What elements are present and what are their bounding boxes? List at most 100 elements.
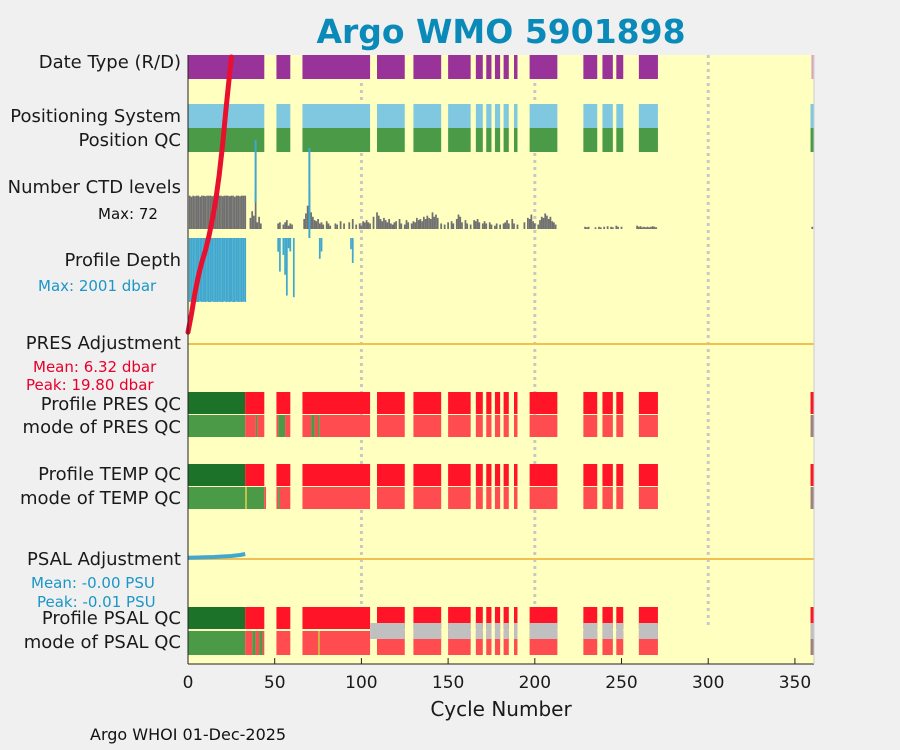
- temp-mode-qc-bar: [448, 487, 471, 509]
- ctd-levels-bar: [202, 195, 205, 229]
- ctd-levels-bar: [400, 223, 403, 229]
- ctd-levels-bar: [405, 220, 408, 229]
- label-profile-psal-qc: Profile PSAL QC: [41, 608, 181, 629]
- ctd-levels-bar: [407, 222, 410, 229]
- psal-mode-qc-bar: [810, 631, 814, 655]
- positioning-system-bar: [494, 104, 501, 128]
- date-type-bar: [475, 55, 483, 79]
- profile-depth-bar: [233, 238, 236, 302]
- pres-profile-qc-bar: [413, 392, 442, 414]
- x-tick-label: 0: [182, 673, 194, 693]
- position-qc-bar: [475, 128, 483, 152]
- pres-mode-qc-bar: [245, 415, 256, 437]
- psal-profile-qc-bar: [302, 607, 371, 629]
- psal-peak-label: Peak: -0.01 PSU: [37, 593, 156, 611]
- ctd-levels-bar: [650, 226, 652, 229]
- ctd-levels-bar: [447, 222, 449, 229]
- pres-mode-qc-bar: [302, 415, 312, 437]
- ctd-levels-bar: [539, 220, 541, 229]
- pres-mode-qc-bar: [514, 415, 518, 437]
- temp-profile-qc-bar: [302, 464, 371, 486]
- date-type-bar: [616, 55, 624, 79]
- chart-title: Argo WMO 5901898: [316, 12, 686, 51]
- ctd-levels-bar: [551, 221, 554, 229]
- pres-mode-qc-bar: [311, 415, 315, 437]
- temp-mode-qc-bar: [602, 487, 613, 509]
- ctd-levels-bar: [287, 225, 290, 229]
- temp-mode-qc-bar: [583, 487, 598, 509]
- positioning-system-bar: [276, 104, 291, 128]
- ctd-levels-bar: [412, 221, 415, 229]
- ctd-levels-bar: [417, 220, 420, 229]
- ctd-levels-bar: [282, 224, 285, 229]
- date-type-bar: [276, 55, 291, 79]
- ctd-levels-bar: [258, 216, 260, 229]
- ctd-levels-bar: [358, 223, 361, 229]
- ctd-levels-bar: [641, 227, 644, 229]
- positioning-system-bar: [602, 104, 613, 128]
- ctd-levels-bar: [516, 224, 519, 229]
- positioning-system-bar: [302, 104, 371, 128]
- pres-profile-qc-bar: [638, 392, 658, 414]
- temp-mode-qc-bar: [486, 487, 492, 509]
- ctd-levels-bar: [379, 219, 382, 229]
- ctd-levels-bar: [197, 195, 200, 229]
- position-qc-bar: [302, 128, 371, 152]
- x-tick-label: 100: [345, 673, 378, 693]
- date-type-bar: [503, 55, 509, 79]
- ctd-levels-bar: [285, 220, 288, 229]
- pres-mode-qc-bar: [616, 415, 624, 437]
- position-qc-bar: [583, 128, 598, 152]
- pres-adjustment-curve: [185, 54, 234, 335]
- ctd-levels-bar: [320, 222, 323, 229]
- positioning-system-bar: [377, 104, 405, 128]
- pres-mode-qc-bar: [529, 415, 558, 437]
- ctd-levels-bar: [393, 222, 396, 229]
- pres-mode-qc-bar: [602, 415, 613, 437]
- ctd-levels-bar: [403, 224, 406, 229]
- pres-mode-qc-bar: [255, 415, 258, 437]
- ctd-levels-bar: [499, 224, 501, 229]
- psal-mode-qc-bar: [262, 631, 265, 655]
- ctd-levels-bar: [443, 224, 446, 229]
- ctd-levels-bar: [452, 223, 455, 229]
- ctd-levels-bar: [348, 222, 351, 229]
- temp-profile-qc-bar: [188, 464, 246, 486]
- ctd-levels-bar: [473, 220, 475, 229]
- positioning-system-bar: [503, 104, 509, 128]
- ctd-levels-bar: [643, 226, 645, 229]
- ctd-levels-bar: [240, 195, 243, 229]
- ctd-levels-bar: [637, 226, 640, 229]
- profile-depth-bar: [209, 238, 212, 302]
- profile-depth-bar: [240, 238, 243, 302]
- pres-mode-qc-bar: [486, 415, 492, 437]
- ctd-levels-bar: [507, 223, 510, 229]
- ctd-levels-bar: [355, 224, 358, 229]
- ctd-levels-bar: [553, 222, 555, 229]
- plot-background: [188, 55, 814, 664]
- pres-mode-qc-bar: [638, 415, 658, 437]
- pres-mode-qc-bar: [494, 415, 501, 437]
- ctd-levels-bar: [398, 219, 401, 229]
- ctd-levels-bar: [469, 224, 472, 229]
- profile-depth-bar: [242, 238, 245, 302]
- ctd-levels-bar: [233, 196, 236, 229]
- temp-profile-qc-bar: [475, 464, 483, 486]
- date-type-bar: [811, 55, 814, 79]
- temp-profile-qc-bar: [377, 464, 405, 486]
- x-tick-label: 350: [778, 673, 812, 693]
- pres-profile-qc-bar: [276, 392, 291, 414]
- pres-profile-qc-bar: [583, 392, 598, 414]
- profile-depth-bar: [351, 238, 354, 263]
- psal-mode-qc-gray: [638, 623, 658, 639]
- pres-profile-qc-bar: [616, 392, 624, 414]
- ctd-levels-bar: [279, 222, 281, 229]
- positioning-system-bar: [448, 104, 471, 128]
- ctd-levels-bar: [424, 219, 427, 229]
- profile-depth-bar: [188, 238, 191, 302]
- temp-mode-qc-bar: [377, 487, 405, 509]
- psal-mode-qc-gray: [810, 623, 814, 639]
- ctd-levels-bar: [199, 196, 202, 229]
- ctd-levels-bar: [339, 221, 342, 229]
- ctd-levels-bar: [478, 222, 481, 229]
